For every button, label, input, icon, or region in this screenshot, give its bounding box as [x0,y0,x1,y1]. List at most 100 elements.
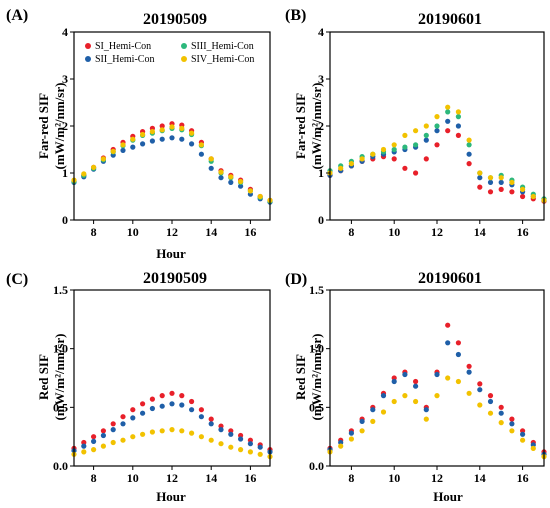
data-point [91,434,97,440]
y-axis-label: Red SIF [36,354,51,400]
data-point [509,416,515,422]
x-axis-label: Hour [156,489,186,504]
data-point [198,414,204,420]
data-point [348,161,354,167]
x-tick-label: 8 [348,471,354,485]
data-point [487,410,494,416]
y-tick-label: 0.0 [53,459,68,473]
data-point [391,398,397,405]
y-axis-unit: (mW/m²/nm/sr) [309,334,324,421]
data-point [179,428,185,434]
data-point [120,414,126,420]
data-point [391,378,397,385]
data-point [445,104,451,110]
data-point [498,420,504,426]
data-point [477,170,483,176]
x-tick-label: 10 [388,225,400,239]
data-point [198,151,204,157]
data-point [189,398,195,405]
data-point [423,407,429,413]
data-point [247,449,253,455]
legend-label-si: SI_Hemi-Con [95,41,151,52]
data-point [359,156,365,162]
y-axis-label: Far-red SIF [293,93,308,159]
data-point [455,132,461,138]
data-point [445,322,451,328]
legend-label-siv: SIV_Hemi-Con [191,54,254,65]
y-tick-label: 4 [62,25,68,39]
data-point [208,421,214,427]
data-point [520,193,526,200]
data-point [218,427,224,433]
data-point [466,390,472,396]
data-point [509,189,515,195]
data-point [498,410,504,416]
data-point [120,421,126,427]
data-point [120,142,126,148]
data-point [466,137,472,143]
x-tick-label: 12 [431,225,443,239]
data-point [413,383,419,389]
data-point [466,363,472,369]
panel-d: (D) 20190601 8 10 12 14 16 0.0 0.5 1.0 1.5 Red S… [285,270,547,504]
x-axis-label: Hour [433,489,463,504]
panel-c: (C) 20190509 8 10 12 14 16 0.0 0.5 1.0 1.5 Red S… [6,270,273,504]
data-point [257,451,263,457]
data-point [130,144,136,150]
data-point [159,136,165,142]
y-axis-unit: (mW/m²/nm/sr) [309,83,324,170]
y-tick-label: 0 [318,213,324,227]
data-point [120,147,126,153]
data-point [110,148,116,154]
data-point [370,151,376,157]
y-tick-label: 3 [62,72,68,86]
data-point [455,340,461,346]
data-point [228,444,234,450]
y-tick-label: 1.0 [309,342,324,356]
data-point [179,402,185,408]
data-point [159,393,165,399]
data-point [198,407,204,413]
data-point [402,371,408,378]
x-tick-label: 8 [348,225,354,239]
data-point [359,428,365,434]
data-point [238,183,244,189]
data-point [509,179,515,185]
chart-title: 20190509 [143,270,207,287]
x-tick-label: 10 [388,471,400,485]
data-point [402,393,408,399]
x-tick-label: 14 [474,471,486,485]
data-point [487,175,494,181]
data-point [169,124,175,130]
data-point [380,146,387,153]
data-point [455,114,461,120]
data-point [445,128,451,134]
data-point [487,189,494,195]
data-point [159,123,165,129]
data-point [402,144,408,150]
data-point [391,156,397,162]
x-tick-label: 16 [517,225,529,239]
data-point [445,118,451,124]
data-point [189,141,195,147]
data-point [110,439,116,446]
panel-label: (A) [6,7,28,24]
data-point [110,427,116,433]
y-tick-label: 1.5 [309,283,324,297]
x-tick-label: 14 [205,225,217,239]
data-point [455,109,461,115]
data-point [81,443,87,449]
chart-title: 20190601 [418,270,482,287]
data-point [423,156,429,162]
x-tick-label: 10 [127,471,139,485]
y-axis-label: Far-red SIF [36,93,51,159]
panel-label: (B) [285,7,306,24]
plot-frame [329,289,545,467]
legend-marker-sii [85,56,91,62]
data-points [327,322,547,460]
data-point [140,401,146,407]
y-tick-label: 1.0 [53,342,68,356]
data-point [530,193,536,200]
data-point [140,410,146,416]
data-point [434,393,440,399]
